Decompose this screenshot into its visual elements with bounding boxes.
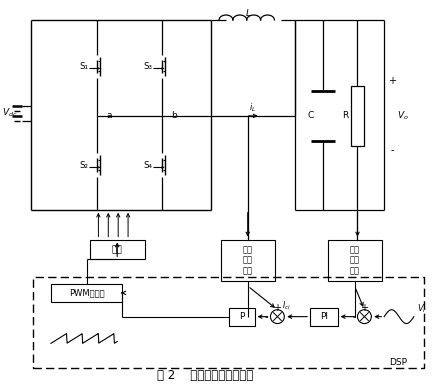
- Bar: [33, 277, 424, 368]
- Bar: [229, 308, 254, 326]
- Text: $V_o$: $V_o$: [397, 110, 409, 122]
- Text: S₄: S₄: [143, 161, 152, 170]
- Bar: [91, 239, 145, 259]
- Text: $L$: $L$: [245, 7, 252, 18]
- Text: +: +: [388, 76, 396, 86]
- Text: -: -: [390, 145, 394, 156]
- Text: $V_{dc}$: $V_{dc}$: [2, 107, 17, 119]
- Text: -: -: [352, 312, 356, 322]
- Text: $I_{ci}$: $I_{ci}$: [283, 300, 291, 312]
- Text: DSP: DSP: [389, 358, 407, 367]
- Text: -: -: [265, 312, 268, 322]
- Text: 图 2    逆变器及其控制框图: 图 2 逆变器及其控制框图: [157, 369, 253, 383]
- Text: $V_r$: $V_r$: [417, 303, 427, 315]
- Text: S₂: S₂: [79, 161, 88, 170]
- Bar: [310, 308, 338, 326]
- Text: PWM波产生: PWM波产生: [69, 288, 104, 298]
- Text: +: +: [273, 303, 281, 313]
- Text: C: C: [308, 112, 314, 121]
- Text: S₁: S₁: [79, 62, 88, 71]
- Text: R: R: [343, 112, 349, 121]
- Bar: [221, 239, 276, 281]
- Text: 电流
采样
网络: 电流 采样 网络: [243, 245, 253, 275]
- Bar: [51, 284, 122, 302]
- Bar: [350, 86, 364, 145]
- Bar: [328, 239, 382, 281]
- Text: S₃: S₃: [143, 62, 152, 71]
- Text: PI: PI: [320, 312, 328, 321]
- Text: 驱动: 驱动: [112, 245, 123, 254]
- Text: b: b: [171, 112, 177, 121]
- Text: +: +: [360, 303, 368, 313]
- Text: a: a: [106, 112, 112, 121]
- Text: $i_L$: $i_L$: [249, 102, 256, 114]
- Text: P: P: [239, 312, 244, 321]
- Text: 电压
采样
网络: 电压 采样 网络: [350, 245, 360, 275]
